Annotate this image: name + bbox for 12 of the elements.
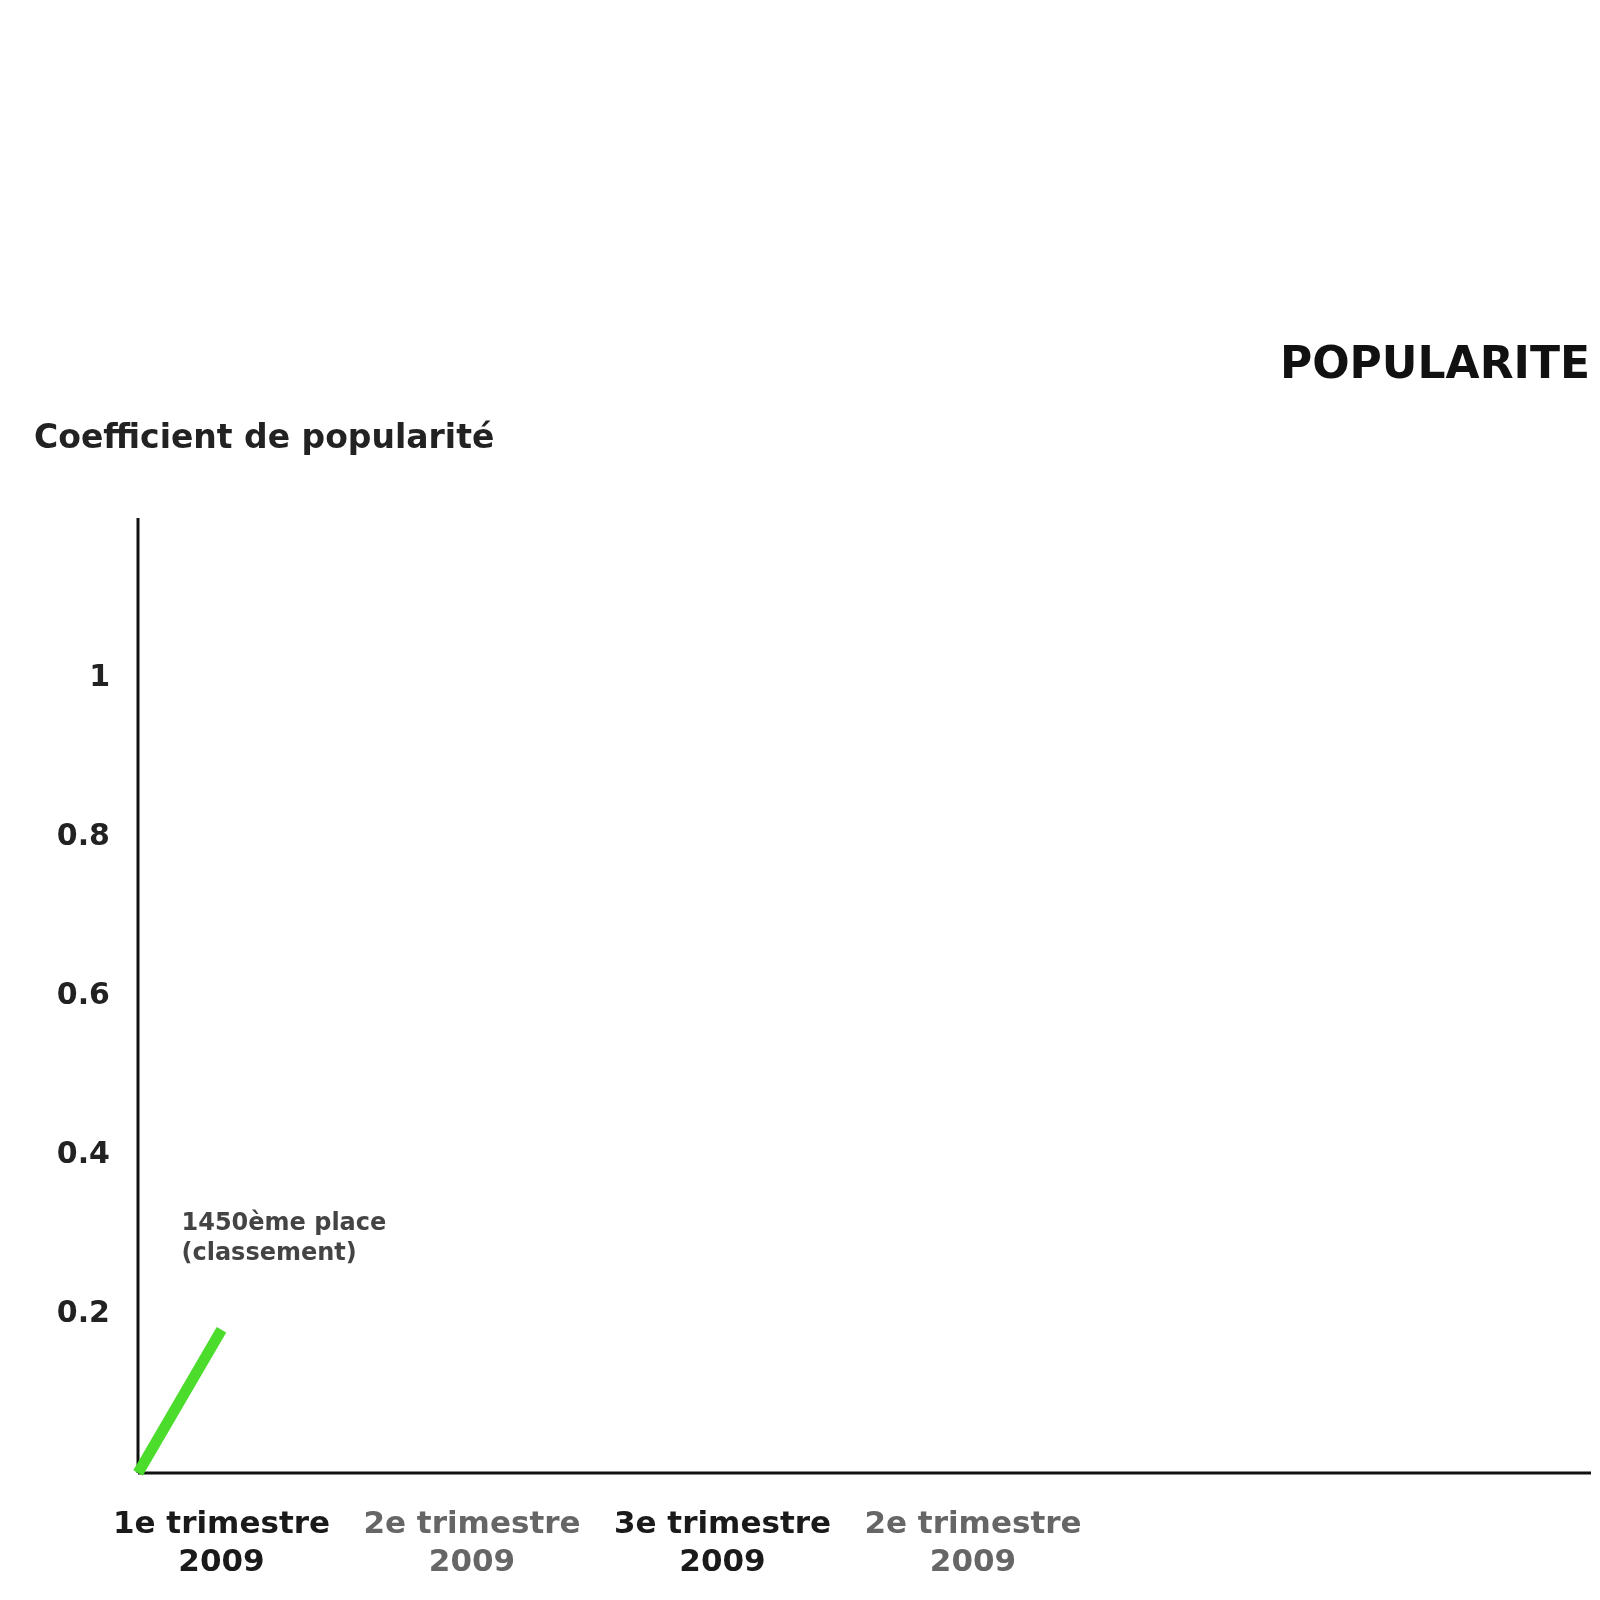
text: POPULARITE bbox=[1279, 337, 1590, 388]
y-tick-label: 0.8 bbox=[56, 816, 110, 852]
x-tick-label: 1e trimestre 2009 bbox=[112, 1504, 331, 1578]
annotation: 1450ème place (classement) bbox=[181, 1207, 387, 1266]
x-tick-label: 3e trimestre 2009 bbox=[613, 1504, 832, 1578]
y-tick-label: 0.6 bbox=[56, 976, 110, 1011]
x-tick-label: 2e trimestre 2009 bbox=[363, 1504, 581, 1578]
x-tick-label: 2e trimestre 2009 bbox=[864, 1504, 1082, 1578]
y-axis-title: Coefficient de popularité bbox=[34, 417, 495, 456]
y-tick-label: 1 bbox=[89, 657, 110, 693]
y-tick-label: 0.4 bbox=[56, 1135, 110, 1171]
y-tick-label: 0.2 bbox=[56, 1294, 110, 1330]
